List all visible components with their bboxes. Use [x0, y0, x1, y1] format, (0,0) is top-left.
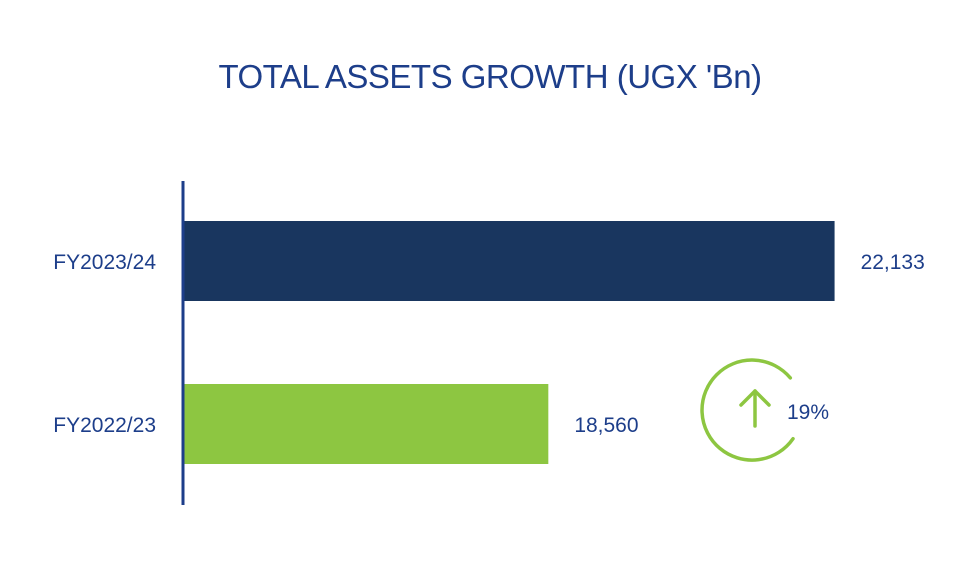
chart-title: TOTAL ASSETS GROWTH (UGX 'Bn) [218, 58, 762, 95]
growth-percent-label: 19% [787, 401, 829, 424]
value-label: 18,560 [574, 414, 638, 437]
growth-ring [700, 358, 795, 462]
growth-indicator: 19% [700, 358, 829, 462]
category-label: FY2022/23 [53, 414, 156, 437]
bar-fy2022-23 [183, 384, 549, 464]
labels-group: FY2023/24 22,133 FY2022/23 18,560 [53, 251, 925, 437]
category-label: FY2023/24 [53, 251, 156, 274]
arrow-up-icon [739, 389, 771, 428]
bar-fy2023-24 [183, 221, 835, 301]
value-label: 22,133 [861, 251, 925, 274]
bars-group [183, 221, 835, 464]
